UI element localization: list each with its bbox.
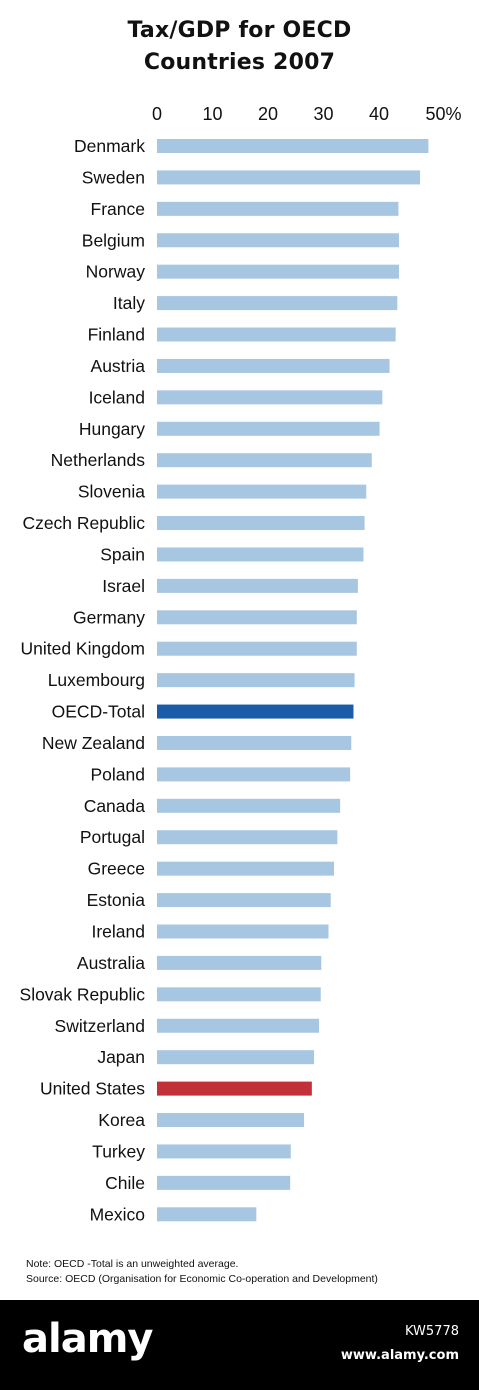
- category-label: Israel: [102, 576, 145, 596]
- bar-slovak-republic: [157, 987, 321, 1002]
- category-label: Netherlands: [51, 450, 146, 470]
- bar-netherlands: [157, 453, 372, 468]
- bar-greece: [157, 861, 335, 876]
- footer-url: www.alamy.com: [340, 1348, 459, 1363]
- chart-note: Note: OECD -Total is an unweighted avera…: [26, 1258, 239, 1270]
- bar-slovenia: [157, 484, 367, 499]
- category-label: Turkey: [92, 1141, 145, 1161]
- category-label: Korea: [98, 1110, 145, 1130]
- category-label: Chile: [105, 1173, 145, 1193]
- image-id: KW5778: [405, 1324, 459, 1339]
- bar-italy: [157, 296, 398, 311]
- category-label: Switzerland: [55, 1016, 145, 1036]
- x-tick-label: 40: [369, 104, 389, 124]
- chart-title: Tax/GDP for OECD: [127, 18, 352, 43]
- x-tick-label: 30: [313, 104, 333, 124]
- bar-plot: 0 10 20 30 40 50% Denmark Sweden France Belgium No…: [20, 104, 462, 1224]
- bar-canada: [157, 798, 341, 813]
- x-tick-label: 50%: [426, 104, 462, 124]
- category-label: Germany: [73, 607, 145, 627]
- category-label: Iceland: [89, 387, 145, 407]
- x-tick-label: 10: [202, 104, 222, 124]
- bar-spain: [157, 547, 364, 562]
- bar-korea: [157, 1113, 305, 1128]
- category-label: United States: [40, 1079, 145, 1099]
- bar-estonia: [157, 893, 331, 908]
- bar-israel: [157, 578, 358, 593]
- category-label: Norway: [86, 262, 146, 282]
- bar-australia: [157, 955, 322, 970]
- category-label: Finland: [88, 325, 145, 345]
- bar-chile: [157, 1175, 291, 1190]
- category-label: Estonia: [87, 890, 146, 910]
- category-label: OECD-Total: [52, 702, 145, 722]
- category-label: Belgium: [82, 230, 145, 250]
- bar-japan: [157, 1050, 315, 1065]
- category-label: United Kingdom: [20, 639, 145, 659]
- category-label: Hungary: [79, 419, 145, 439]
- category-label: Italy: [113, 293, 145, 313]
- category-label: Australia: [77, 953, 145, 973]
- category-label: Austria: [91, 356, 146, 376]
- bar-germany: [157, 610, 357, 625]
- bar-turkey: [157, 1144, 291, 1159]
- category-label: Denmark: [74, 136, 145, 156]
- category-label: New Zealand: [42, 733, 145, 753]
- bar-switzerland: [157, 1018, 320, 1033]
- bar-denmark: [157, 139, 429, 153]
- category-label: Czech Republic: [22, 513, 145, 533]
- category-label: Japan: [97, 1047, 145, 1067]
- category-label: Slovenia: [78, 482, 145, 502]
- chart-subtitle: Countries 2007: [143, 50, 336, 75]
- bar-united-states: [157, 1081, 312, 1096]
- bar-mexico: [157, 1207, 257, 1222]
- category-label: Portugal: [80, 827, 145, 847]
- category-label: Mexico: [90, 1204, 145, 1224]
- bar-czech-republic: [157, 516, 365, 531]
- bar-hungary: [157, 421, 380, 436]
- category-label: Poland: [91, 764, 146, 784]
- bar-ireland: [157, 924, 329, 939]
- category-label: Ireland: [91, 922, 145, 942]
- bar-finland: [157, 327, 396, 342]
- category-label: Slovak Republic: [20, 984, 146, 1004]
- bar-united-kingdom: [157, 641, 357, 656]
- bar-france: [157, 201, 399, 216]
- bar-austria: [157, 358, 390, 373]
- bar-portugal: [157, 830, 338, 845]
- x-tick-label: 0: [152, 104, 162, 124]
- category-label: Sweden: [82, 167, 145, 187]
- chart-source: Source: OECD (Organisation for Economic …: [26, 1273, 378, 1285]
- alamy-logo: alamy: [22, 1316, 153, 1362]
- bar-poland: [157, 767, 351, 782]
- x-tick-label: 20: [258, 104, 278, 124]
- bar-oecd-total: [157, 704, 354, 719]
- bar-luxembourg: [157, 673, 355, 688]
- category-label: Luxembourg: [48, 670, 145, 690]
- category-label: Greece: [88, 859, 145, 879]
- bar-belgium: [157, 233, 399, 248]
- bar-new-zealand: [157, 735, 352, 750]
- chart: Tax/GDP for OECD Countries 2007 0 10 20 30 4…: [20, 18, 462, 1285]
- category-label: France: [91, 199, 145, 219]
- bar-iceland: [157, 390, 383, 405]
- bar-norway: [157, 264, 399, 279]
- category-label: Spain: [100, 544, 145, 564]
- watermark-footer: alamy KW5778 www.alamy.com: [0, 1300, 479, 1390]
- category-label: Canada: [84, 796, 146, 816]
- bar-sweden: [157, 170, 421, 185]
